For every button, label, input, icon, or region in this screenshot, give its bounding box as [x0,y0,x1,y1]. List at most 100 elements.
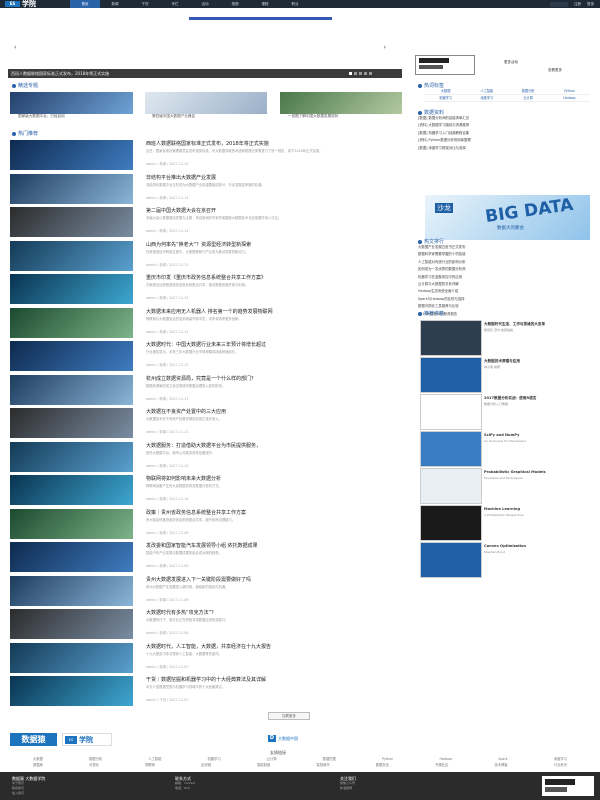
hot-list-item[interactable]: 2017大数据行业薪资报告 [418,311,458,316]
carousel-next-icon[interactable]: › [383,44,386,51]
article-item[interactable]: 贵州大数据发展进入下一关键阶段需要做好了吗 贵州大数据产业发展进入新阶段，面临新的… [10,575,405,606]
tag-link[interactable]: 云计算 [507,95,549,102]
nav-item-videos[interactable]: 视频 [231,2,239,6]
view-more-link[interactable]: 查看更多 [548,68,562,72]
article-item[interactable]: 山西为何率先“换老大”？资源型经济转型新探索 在资源型经济转型过程中，大数据等新兴… [10,240,405,271]
footer-link[interactable]: 微信公众号 [340,781,356,785]
friend-link[interactable]: 物联网 [145,763,155,767]
book-title[interactable]: Convex Optimization [484,544,527,548]
article-title[interactable]: 第二届中国大数据大会在京召开 [146,208,217,214]
resource-link[interactable]: [资料] 大数据学习路线与资源推荐 [418,123,470,128]
register-link[interactable]: 注册 [574,1,581,6]
resource-link[interactable]: [数据] 机器学习入门经典教程合集 [418,130,470,135]
nav-item-tips[interactable]: 干货 [141,2,149,6]
recommend-caption[interactable]: 一张图了解中国大数据发展现状 [288,114,339,118]
article-thumbnail[interactable] [10,642,133,673]
article-thumbnail[interactable] [10,341,133,371]
article-item[interactable]: 大数据服务：打造借助大数据平台为市民提供服务， 依托大数据平台，城市公共服务效率显… [10,441,405,472]
nav-item-careers[interactable]: 职业 [291,2,299,6]
login-link[interactable]: 登录 [587,1,594,6]
article-item[interactable]: 大数据时代：中国大数据行业未来三年预计将增长超过 行业报告显示，未来三年大数据行业… [10,341,405,371]
article-item[interactable]: 大数据在不良资产处置中的三大应用 大数据技术在不良资产处置领域的应用正逐步深入。 a… [10,408,405,438]
carousel-prev-icon[interactable]: ‹ [14,44,17,51]
book-cover[interactable] [420,505,482,541]
book-cover[interactable] [420,431,482,467]
friend-link[interactable]: 人工智能 [148,757,162,761]
friend-link[interactable]: 智慧城市 [316,763,330,767]
article-title[interactable]: 大数据时代：中国大数据行业未来三年预计将增长超过 [146,342,267,348]
footer-link[interactable]: 邮箱：contact [175,781,196,785]
footer-link[interactable]: 电话：010 [175,786,190,790]
friend-link[interactable]: 数据分析 [88,757,103,761]
footer-link[interactable]: 关于我们 [12,781,25,785]
sponsor-ad[interactable] [415,55,475,75]
friend-link[interactable]: 技术博客 [494,763,508,767]
friend-link[interactable]: 大数据 [33,757,43,761]
tag-link[interactable]: 深度学习 [466,95,508,102]
friend-link[interactable]: 数据挖掘 [322,757,336,761]
book-title[interactable]: 大数据技术原理与应用 [484,359,520,363]
search-input[interactable] [550,1,568,7]
resource-link[interactable]: [数据] 深度学习框架对比与选择 [418,145,466,150]
article-thumbnail[interactable] [10,274,133,304]
hot-list-item[interactable]: 大数据产业发展白皮书正式发布 [418,245,466,249]
article-thumbnail[interactable] [10,441,133,472]
article-thumbnail[interactable] [10,374,133,405]
friend-link[interactable]: 开源社区 [435,763,449,767]
article-thumbnail[interactable] [10,207,133,237]
article-title[interactable]: 物联网将如何影响未来大数据分析 [146,476,222,482]
footer-link[interactable]: 加入我们 [12,791,25,795]
article-title[interactable]: 大数据未来应用无人机器人 排名第一个的趋势发展物联网 [146,308,273,315]
footer-sponsor-logo[interactable] [542,776,594,796]
book-title[interactable]: 大数据时代生活、工作与思维的大变革 [484,322,546,326]
article-thumbnail[interactable] [10,609,133,639]
article-thumbnail[interactable] [10,676,133,706]
article-thumbnail[interactable] [10,508,133,539]
article-title[interactable]: 大数据时代有多热“攻克方法”？ [146,610,217,616]
article-item[interactable]: 大数据时代有多热“攻克方法”？ 大数据时代下，各行业正在积极寻找数据应用的突破口。… [10,609,405,639]
tag-link[interactable]: 机器学习 [425,95,467,102]
friend-link[interactable]: 机器学习 [207,757,221,761]
resource-link[interactable]: [数据] 数据分析师的技能清单汇总 [418,116,470,120]
footer-link[interactable]: 联系我们 [12,786,25,790]
footer-logo-datayuan[interactable]: 数据猿 [10,733,57,746]
more-events-link[interactable]: 更多活动 [504,60,518,64]
carousel-dot[interactable] [364,72,367,75]
footer-link[interactable]: 新浪微博 [340,786,353,790]
nav-item-home[interactable]: 首页 [70,0,100,8]
site-logo[interactable]: ES 学院 [5,0,36,8]
recommend-caption[interactable]: 第四届中国大数据产业峰会 [152,114,196,118]
article-title[interactable]: 山西为何率先“换老大”？资源型经济转型新探索 [146,241,252,248]
article-title[interactable]: 干货｜数据挖掘和机器学习中的十大经典算法及其详解 [146,677,267,683]
article-item[interactable]: 干货｜数据挖掘和机器学习中的十大经典算法及其详解 本文介绍数据挖掘与机器学习领域中… [10,676,405,706]
book-cover[interactable] [420,468,482,504]
book-title[interactable]: Machine Learning [484,507,521,511]
hero-carousel[interactable]: ‹ › 西班人数据联络国家标准正式发布，2018年将正式实施 [8,20,402,78]
tag-link[interactable]: Hadoop [548,95,590,102]
tag-link[interactable]: 数据分析 [507,88,549,95]
article-title[interactable]: 政策｜贵州省政务信息系统整合共享工作方案 [146,509,247,516]
article-item[interactable]: 大数据未来应用无人机器人 排名第一个的趋势发展物联网 物联网与大数据结合的应用场景… [10,307,405,338]
carousel-dot[interactable] [349,72,352,75]
article-title[interactable]: 杭州成立数据资源局，究竟是一个什么样的部门？ [146,375,257,382]
nav-item-events[interactable]: 活动 [201,2,209,6]
friend-link[interactable]: 区块链 [201,763,211,767]
article-thumbnail[interactable] [10,140,133,170]
carousel-dot[interactable] [354,72,357,75]
article-thumbnail[interactable] [10,408,133,438]
article-title[interactable]: 大数据服务：打造借助大数据平台为市民提供服务， [146,442,262,449]
footer-logo-bigdata-china[interactable]: D 大数据中国 [268,735,298,742]
book-cover[interactable] [420,320,482,356]
nav-item-courses[interactable]: 课程 [261,2,269,6]
friend-link[interactable]: 可视化 [89,763,99,767]
friend-link[interactable]: 数据安全 [375,763,389,767]
hot-list-item[interactable]: Spark与Hadoop的区别与选择 [418,296,465,301]
hot-list-item[interactable]: 如何成为一名优秀的数据分析师 [418,267,466,272]
friend-link[interactable]: Spark [498,757,508,761]
friend-link[interactable]: 数据库 [33,763,43,767]
book-title[interactable]: 2017数据分析实战：使用R语言 [484,396,537,400]
friend-link[interactable]: 深度学习 [553,757,567,761]
article-title[interactable]: 贵州大数据发展进入下一关键阶段需要做好了吗 [146,576,252,583]
article-thumbnail[interactable] [10,575,133,606]
article-item[interactable]: 大数据时代，人工智能，大数据，共享经济在十九大报告 十九大报告中多次提到人工智能、… [10,642,405,673]
